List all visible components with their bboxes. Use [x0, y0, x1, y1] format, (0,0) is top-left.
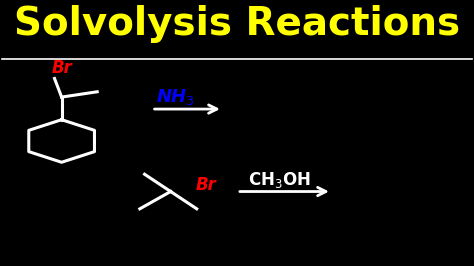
Text: Br: Br — [51, 59, 72, 77]
Text: Solvolysis Reactions: Solvolysis Reactions — [14, 5, 460, 43]
Text: NH$_3$: NH$_3$ — [156, 87, 195, 107]
Text: CH$_3$OH: CH$_3$OH — [248, 169, 311, 190]
Text: Br: Br — [196, 176, 217, 194]
